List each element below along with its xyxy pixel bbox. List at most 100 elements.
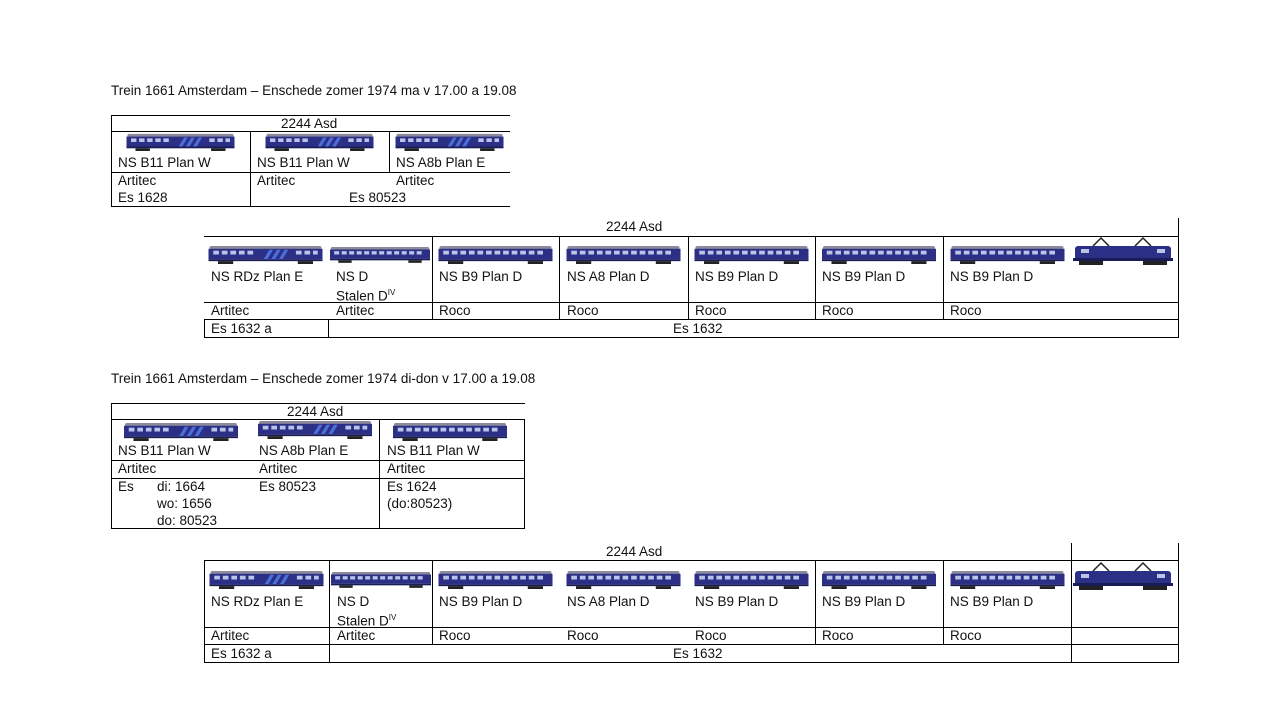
grid-line <box>524 419 525 529</box>
coach-b9-image <box>434 570 557 589</box>
destination: Es 80523 <box>349 190 407 205</box>
coach-rdz-image <box>205 245 326 264</box>
car-maker: Roco <box>567 628 599 643</box>
grid-line <box>111 131 510 132</box>
train-header: 2244 Asd <box>606 544 663 559</box>
car-type: NS A8b Plan E <box>259 443 349 458</box>
locomotive-1200-image <box>1073 561 1173 591</box>
coach-b9-image <box>945 245 1070 264</box>
car-maker: Artitec <box>211 628 250 643</box>
grid-line <box>250 131 251 207</box>
grid-line <box>329 560 330 663</box>
coach-b9-image <box>690 570 813 589</box>
coach-d-image <box>330 245 430 264</box>
destination-day: wo: 1656 <box>157 496 212 511</box>
coach-b9-image <box>817 570 941 589</box>
destination: Es 1632 <box>673 646 723 661</box>
car-type: NS A8 Plan D <box>567 269 650 284</box>
car-type: NS A8b Plan E <box>396 155 486 170</box>
car-maker: Artitec <box>118 461 157 476</box>
train-header: 2244 Asd <box>287 404 344 419</box>
coach-a8b-image <box>390 133 509 151</box>
car-type: NS A8 Plan D <box>567 594 650 609</box>
car-maker: Artitec <box>259 461 298 476</box>
grid-line <box>432 236 433 320</box>
car-type-sub: Stalen DIV <box>337 613 397 629</box>
car-maker: Roco <box>950 628 982 643</box>
grid-line <box>111 460 525 461</box>
coach-b9-image <box>817 245 941 264</box>
grid-line <box>204 627 1179 628</box>
car-type: NS RDz Plan E <box>211 269 304 284</box>
car-type: NS B11 Plan W <box>118 155 211 170</box>
grid-line <box>111 403 525 404</box>
car-type: NS B9 Plan D <box>822 594 906 609</box>
grid-line <box>688 236 689 320</box>
coach-a8-image <box>561 570 686 589</box>
car-maker: Roco <box>567 303 599 318</box>
destination-day: di: 1664 <box>157 479 206 494</box>
grid-line <box>432 560 433 645</box>
grid-line <box>204 560 205 663</box>
grid-line <box>111 403 112 529</box>
car-type: NS D <box>337 594 370 609</box>
car-maker: Artitec <box>257 173 296 188</box>
grid-line <box>111 206 510 207</box>
grid-line <box>1071 543 1072 663</box>
car-type: NS B9 Plan D <box>822 269 906 284</box>
grid-line <box>943 236 944 320</box>
car-type: NS B9 Plan D <box>439 269 523 284</box>
grid-line <box>559 236 560 320</box>
coach-b11-image <box>251 133 388 151</box>
car-maker: Artitec <box>337 628 376 643</box>
coach-b9-image <box>945 570 1070 589</box>
destination: Es 1632 a <box>211 646 272 661</box>
destination: Es 80523 <box>259 479 317 494</box>
grid-line <box>204 302 1179 303</box>
coach-rdz-image <box>206 570 327 589</box>
grid-line <box>111 478 525 479</box>
destination: (do:80523) <box>387 496 453 511</box>
grid-line <box>204 319 1179 320</box>
coach-a8-image <box>561 245 686 264</box>
car-type: NS D <box>336 269 369 284</box>
car-maker: Artitec <box>211 303 250 318</box>
car-maker: Artitec <box>387 461 426 476</box>
grid-line <box>1178 218 1179 338</box>
locomotive-1200-image <box>1073 236 1173 266</box>
coach-b9-image <box>434 245 557 264</box>
grid-line <box>204 319 205 338</box>
destination: Es <box>118 479 134 494</box>
destination: Es 1632 a <box>211 321 272 336</box>
car-maker: Roco <box>695 628 727 643</box>
section1-title: Trein 1661 Amsterdam – Enschede zomer 19… <box>111 83 517 98</box>
coach-d-image <box>331 570 431 589</box>
car-maker: Artitec <box>118 173 157 188</box>
train-header: 2244 Asd <box>281 116 338 131</box>
car-type: NS B9 Plan D <box>439 594 523 609</box>
car-maker: Roco <box>822 303 854 318</box>
car-type: NS B11 Plan W <box>257 155 350 170</box>
coach-b11-image <box>112 133 249 151</box>
grid-line <box>204 560 1179 561</box>
grid-line <box>815 560 816 645</box>
destination: Es 1632 <box>673 321 723 336</box>
grid-line <box>111 528 525 529</box>
destination: Es 1628 <box>118 190 168 205</box>
car-type: NS B11 Plan W <box>118 443 211 458</box>
destination-day: do: 80523 <box>157 513 218 528</box>
car-maker: Roco <box>950 303 982 318</box>
coach-a8b-image <box>255 420 375 439</box>
grid-line <box>204 236 1179 237</box>
car-maker: Artitec <box>336 303 375 318</box>
car-maker: Roco <box>439 628 471 643</box>
grid-line <box>111 115 510 116</box>
car-type: NS B9 Plan D <box>950 594 1034 609</box>
destination: Es 1624 <box>387 479 437 494</box>
grid-line <box>204 337 1179 338</box>
coach-b11-image <box>112 422 250 441</box>
grid-line <box>943 560 944 645</box>
grid-line <box>379 419 380 529</box>
grid-line <box>111 419 525 420</box>
grid-line <box>389 131 390 172</box>
